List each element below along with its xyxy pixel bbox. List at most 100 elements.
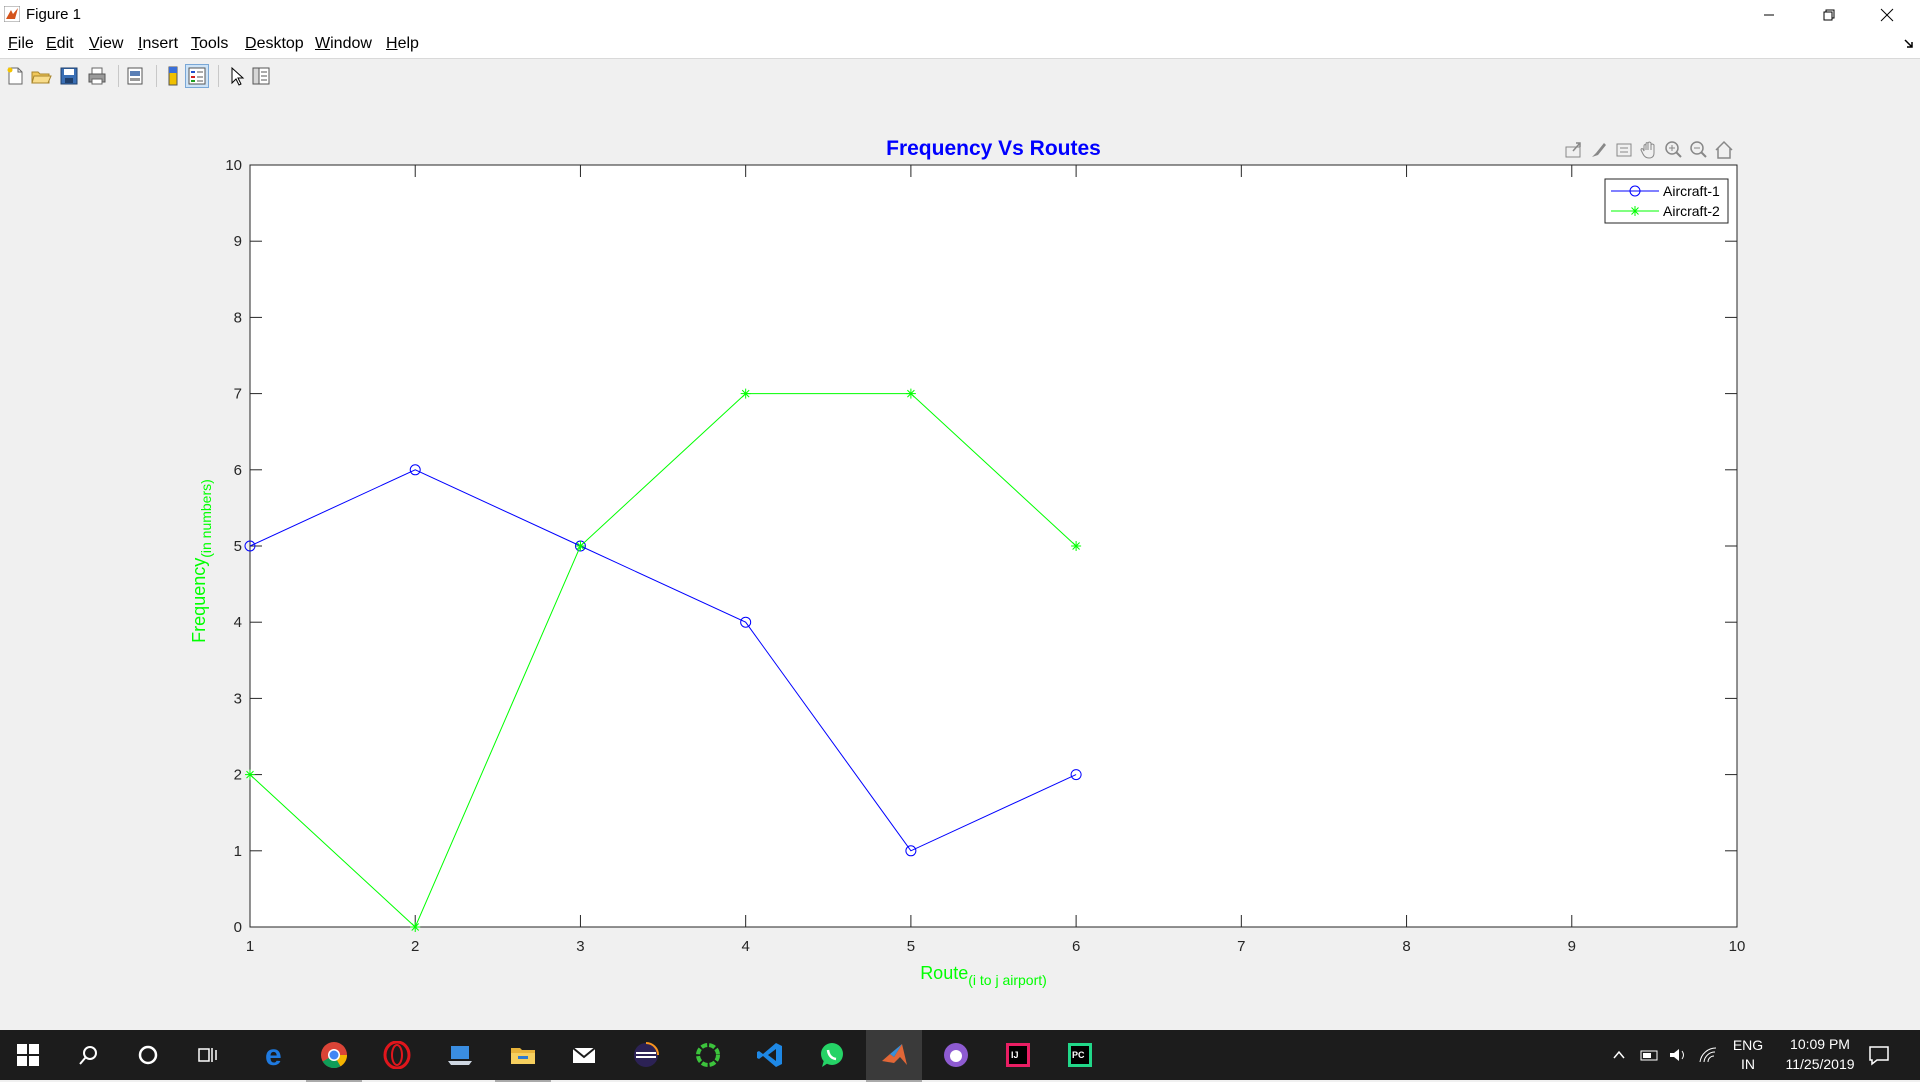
property-inspector-icon[interactable]: [250, 65, 272, 87]
x-tick-label: 7: [1237, 938, 1245, 955]
x-tick-label: 1: [246, 938, 254, 955]
search-button[interactable]: [60, 1030, 116, 1080]
menu-help[interactable]: Help: [386, 35, 419, 52]
menu-tools[interactable]: Tools: [191, 35, 229, 52]
star-stroke: [1072, 542, 1080, 550]
github-icon: [944, 1043, 968, 1067]
legend-icon[interactable]: [185, 64, 209, 88]
task-view-icon: [198, 1048, 217, 1062]
chrome-app[interactable]: [306, 1030, 362, 1082]
figure-toolbar: [0, 58, 1920, 94]
y-tick-label: 8: [234, 309, 242, 326]
minimize-button[interactable]: [1740, 0, 1798, 30]
cortana-button[interactable]: [120, 1030, 176, 1080]
eclipse-app[interactable]: [618, 1030, 674, 1080]
data-point: [905, 388, 916, 399]
y-tick-label: 6: [234, 462, 242, 479]
legend-entry: Aircraft-2: [1611, 203, 1720, 219]
x-tick-label: 10: [1729, 938, 1746, 955]
opera-app[interactable]: [369, 1030, 425, 1080]
whatsapp-app[interactable]: [804, 1030, 860, 1080]
wifi-icon[interactable]: [1698, 1046, 1718, 1064]
notification-icon[interactable]: [1868, 1044, 1890, 1066]
laptop-app[interactable]: [432, 1030, 488, 1080]
clock[interactable]: 10:09 PM 11/25/2019: [1785, 1036, 1855, 1072]
star-stroke: [907, 389, 915, 398]
legend: Aircraft-1 Aircraft-2: [1604, 178, 1729, 224]
github-app[interactable]: [928, 1030, 984, 1080]
print-icon[interactable]: [86, 65, 108, 87]
window-title: Figure 1: [26, 6, 82, 23]
green-ring-app-icon: [696, 1043, 720, 1067]
volume-icon[interactable]: [1668, 1046, 1688, 1064]
edge-app[interactable]: e: [248, 1030, 304, 1080]
minimize-icon: [1764, 14, 1774, 16]
mail-icon: [572, 1047, 596, 1063]
search-icon: [79, 1046, 97, 1065]
task-view-button[interactable]: [180, 1030, 236, 1080]
x-axis-label: Route(i to j airport): [920, 963, 1047, 988]
zoom-out-icon[interactable]: [1690, 141, 1707, 158]
restore-icon: [1823, 9, 1835, 21]
x-tick-label: 3: [576, 938, 584, 955]
data-point: [905, 845, 917, 857]
vscode-app[interactable]: [742, 1030, 798, 1080]
close-button[interactable]: [1858, 0, 1916, 30]
pan-icon[interactable]: [1640, 141, 1655, 159]
new-figure-icon[interactable]: [4, 65, 26, 87]
vscode-icon: [757, 1043, 782, 1067]
dock-arrow-icon[interactable]: [1904, 39, 1914, 49]
menu-view[interactable]: View: [89, 35, 124, 52]
restore-button[interactable]: [1800, 0, 1858, 30]
language-indicator[interactable]: ENG IN: [1732, 1037, 1764, 1072]
open-file-icon[interactable]: [30, 65, 52, 87]
menu-file[interactable]: File: [8, 35, 34, 52]
data-point: [1070, 769, 1082, 781]
battery-icon[interactable]: [1640, 1046, 1660, 1064]
data-point: [245, 769, 255, 780]
export-icon[interactable]: [1565, 142, 1581, 158]
y-tick-label: 9: [234, 233, 242, 250]
menu-desktop[interactable]: Desktop: [245, 35, 304, 52]
y-axis-label: Frequency(in numbers): [189, 479, 214, 643]
brush-icon[interactable]: [1592, 143, 1606, 157]
axes-toolbar: [1565, 140, 1733, 159]
chevron-up-icon[interactable]: [1612, 1048, 1626, 1062]
x-tick-label: 4: [741, 938, 749, 955]
colorbar-icon[interactable]: [162, 65, 184, 87]
matlab-app[interactable]: [866, 1030, 922, 1082]
data-point: [409, 464, 421, 476]
series-line: [249, 393, 1077, 928]
home-icon[interactable]: [1715, 140, 1733, 159]
legend-marker: [1630, 206, 1640, 216]
menu-window[interactable]: Window: [315, 35, 372, 52]
data-tips-icon[interactable]: [1616, 143, 1632, 157]
green-ring-app[interactable]: [680, 1030, 736, 1080]
print-preview-icon[interactable]: [124, 65, 146, 87]
menu-edit[interactable]: Edit: [46, 35, 74, 52]
pycharm-icon: PC: [1068, 1043, 1092, 1067]
data-point: [1071, 541, 1082, 551]
windows-start-button[interactable]: [0, 1030, 56, 1080]
cortana-icon: [138, 1045, 158, 1065]
window-titlebar: Figure 1: [0, 0, 1920, 30]
y-tick-label: 10: [225, 157, 242, 174]
menu-bar: File Edit View Insert Tools Desktop Wind…: [0, 30, 1920, 58]
x-tick-label: 8: [1402, 938, 1410, 955]
mail-app[interactable]: [556, 1030, 612, 1080]
windows-taskbar: e IJ PC ENG IN 10:0: [0, 1030, 1920, 1082]
intellij-app[interactable]: IJ: [990, 1030, 1046, 1080]
opera-icon: [383, 1041, 411, 1069]
menu-insert[interactable]: Insert: [138, 35, 179, 52]
x-tick-label: 9: [1568, 938, 1576, 955]
plot-area: [249, 164, 1738, 928]
zoom-in-icon[interactable]: [1665, 141, 1682, 158]
svg-text:IJ: IJ: [1011, 1050, 1019, 1060]
save-icon[interactable]: [58, 65, 80, 87]
legend-marker: [1629, 185, 1641, 197]
data-point: [740, 388, 751, 399]
pycharm-app[interactable]: PC: [1052, 1030, 1108, 1080]
file-explorer-app[interactable]: [495, 1030, 551, 1082]
close-icon: [1880, 8, 1894, 22]
edit-plot-arrow-icon[interactable]: [226, 65, 248, 87]
